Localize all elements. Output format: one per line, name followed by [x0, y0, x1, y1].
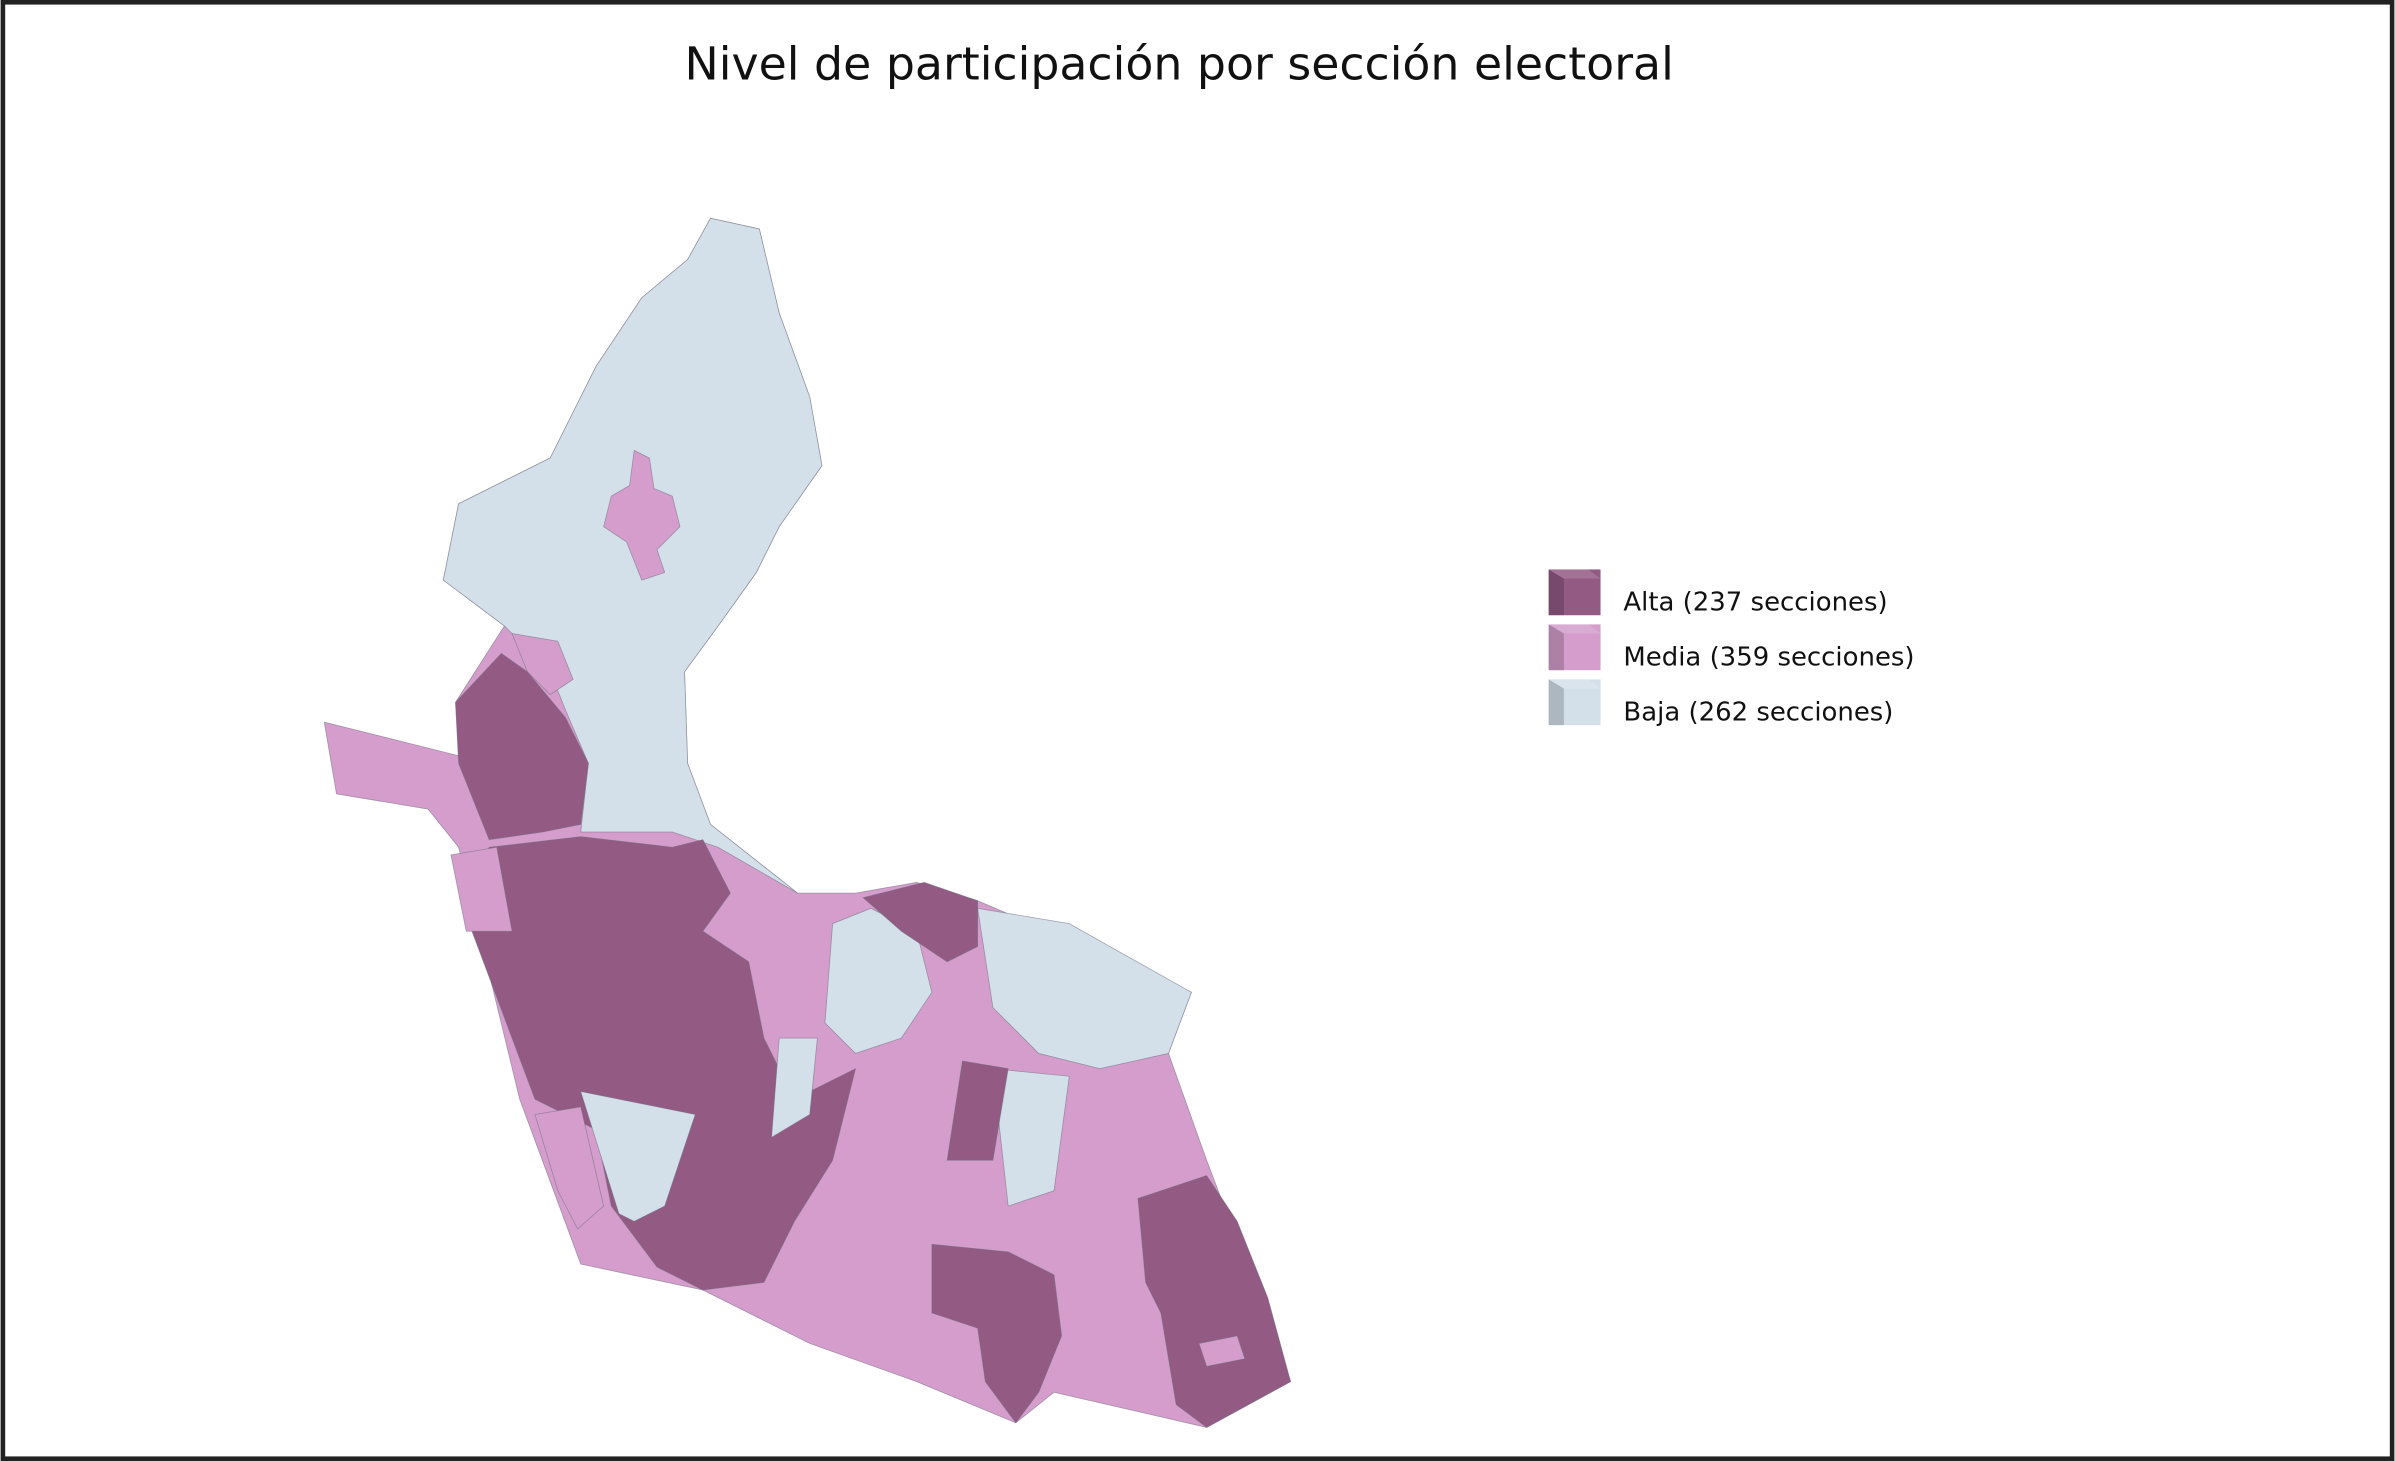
- legend-swatch-top: [1548, 679, 1601, 689]
- legend-swatch: [1548, 624, 1601, 671]
- region: [450, 846, 513, 932]
- region: [824, 907, 933, 1054]
- map-title: Nivel de participación por sección elect…: [685, 36, 1674, 90]
- region: [511, 633, 574, 696]
- region: [931, 1243, 1063, 1424]
- region: [946, 1060, 1009, 1161]
- region: [534, 1106, 605, 1230]
- region: [1137, 1175, 1292, 1428]
- legend-swatch-side: [1548, 569, 1564, 616]
- region: [455, 652, 589, 841]
- legend-swatch: [1548, 569, 1601, 616]
- region: [977, 907, 1192, 1070]
- map: [323, 217, 1292, 1428]
- legend-swatch-top: [1548, 569, 1601, 579]
- legend-swatch-side: [1548, 679, 1564, 726]
- region: [603, 449, 681, 581]
- legend-label: Media (359 secciones): [1623, 642, 1914, 672]
- region: [862, 882, 979, 963]
- region: [465, 836, 857, 1291]
- region: [771, 1037, 818, 1139]
- region: [992, 1068, 1070, 1207]
- legend-label: Alta (237 secciones): [1623, 588, 1887, 618]
- legend-swatch-side: [1548, 624, 1564, 671]
- legend-label: Baja (262 secciones): [1623, 697, 1893, 727]
- legend-swatch: [1548, 679, 1601, 726]
- legend-swatch-top: [1548, 624, 1601, 634]
- region: [1198, 1335, 1246, 1367]
- legend: Alta (237 secciones) Media (359 secciones…: [1548, 569, 1915, 727]
- region: [580, 1091, 696, 1222]
